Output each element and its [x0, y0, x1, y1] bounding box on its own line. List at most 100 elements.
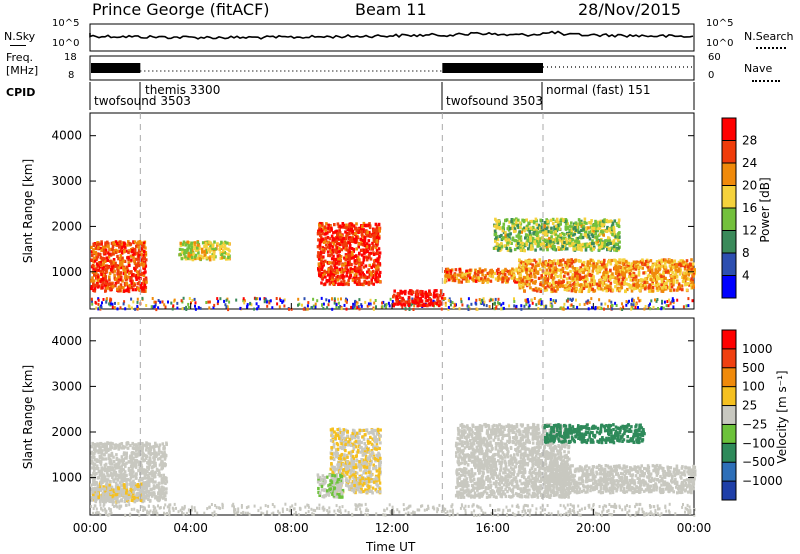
data-cell [508, 220, 511, 224]
data-cell [529, 238, 532, 243]
data-cell [460, 271, 464, 275]
data-cell [326, 509, 329, 512]
data-cell [97, 268, 100, 272]
data-cell [600, 287, 603, 291]
data-cell [625, 300, 628, 303]
data-cell [607, 304, 609, 308]
data-cell [496, 246, 499, 251]
data-cell [562, 258, 565, 262]
data-cell [516, 224, 519, 228]
data-cell [613, 276, 617, 280]
data-cell [533, 220, 536, 224]
data-cell [184, 255, 187, 259]
data-cell [374, 222, 378, 226]
data-cell [670, 278, 673, 283]
data-cell [629, 514, 632, 518]
data-cell [181, 506, 184, 510]
data-cell [103, 465, 107, 469]
data-cell [497, 226, 501, 230]
data-cell [200, 254, 203, 258]
data-cell [598, 221, 602, 225]
data-cell [421, 304, 425, 308]
data-cell [466, 274, 470, 278]
data-cell [651, 285, 655, 289]
data-cell [528, 269, 532, 273]
data-cell [332, 261, 335, 265]
data-cell [618, 261, 622, 265]
data-cell [626, 511, 629, 515]
data-cell [525, 243, 528, 247]
data-cell [326, 250, 330, 254]
data-cell [134, 275, 138, 279]
data-cell [322, 262, 325, 266]
data-cell [345, 307, 348, 311]
data-cell [137, 241, 141, 245]
data-cell [563, 302, 566, 306]
data-cell [554, 270, 558, 274]
data-cell [602, 276, 606, 280]
data-cell [95, 262, 99, 266]
data-cell [532, 231, 535, 235]
data-cell [317, 238, 320, 242]
data-cell [560, 240, 564, 244]
data-cell [151, 305, 154, 309]
data-cell [321, 232, 324, 236]
data-cell [369, 234, 372, 238]
data-cell [544, 271, 547, 275]
data-cell [578, 259, 581, 263]
data-cell [316, 506, 318, 510]
data-cell [546, 248, 549, 252]
data-cell [131, 248, 134, 252]
data-cell [655, 260, 659, 264]
data-cell [318, 264, 322, 268]
data-cell [535, 230, 538, 234]
data-cell [540, 274, 543, 278]
data-cell [139, 258, 143, 262]
data-cell [365, 258, 369, 262]
data-cell [603, 244, 606, 248]
data-cell [108, 507, 111, 511]
data-cell [440, 307, 443, 311]
data-cell [690, 277, 693, 281]
data-cell [140, 505, 143, 509]
data-cell [587, 244, 590, 248]
data-cell [437, 508, 439, 512]
data-cell [463, 506, 466, 510]
data-cell [107, 255, 111, 259]
data-cell [521, 513, 524, 517]
data-cell [585, 300, 588, 304]
data-cell [369, 271, 373, 275]
data-cell [126, 243, 129, 247]
data-cell [574, 239, 577, 243]
data-cell [135, 459, 139, 463]
data-cell [623, 276, 626, 280]
data-cell [319, 233, 322, 237]
data-cell [155, 485, 159, 489]
data-cell [182, 296, 185, 300]
data-cell [511, 224, 514, 228]
data-cell [127, 240, 130, 244]
data-cell [523, 226, 526, 230]
data-cell [179, 252, 183, 256]
data-cell [171, 506, 174, 510]
data-cell [546, 284, 550, 288]
data-cell [533, 281, 537, 285]
data-cell [104, 243, 107, 247]
data-cell [628, 275, 631, 279]
data-cell [547, 239, 550, 243]
data-cell [211, 243, 215, 247]
data-cell [317, 255, 320, 259]
data-cell [320, 259, 323, 263]
data-cell [358, 307, 361, 311]
data-cell [509, 249, 513, 253]
data-cell [509, 508, 511, 512]
data-cell [117, 257, 120, 261]
data-cell [312, 304, 315, 308]
data-cell [320, 296, 323, 300]
data-cell [324, 259, 327, 263]
data-cell [613, 219, 617, 223]
data-cell [355, 303, 358, 307]
data-cell [327, 223, 330, 227]
data-cell [371, 241, 374, 245]
data-cell [358, 230, 362, 234]
